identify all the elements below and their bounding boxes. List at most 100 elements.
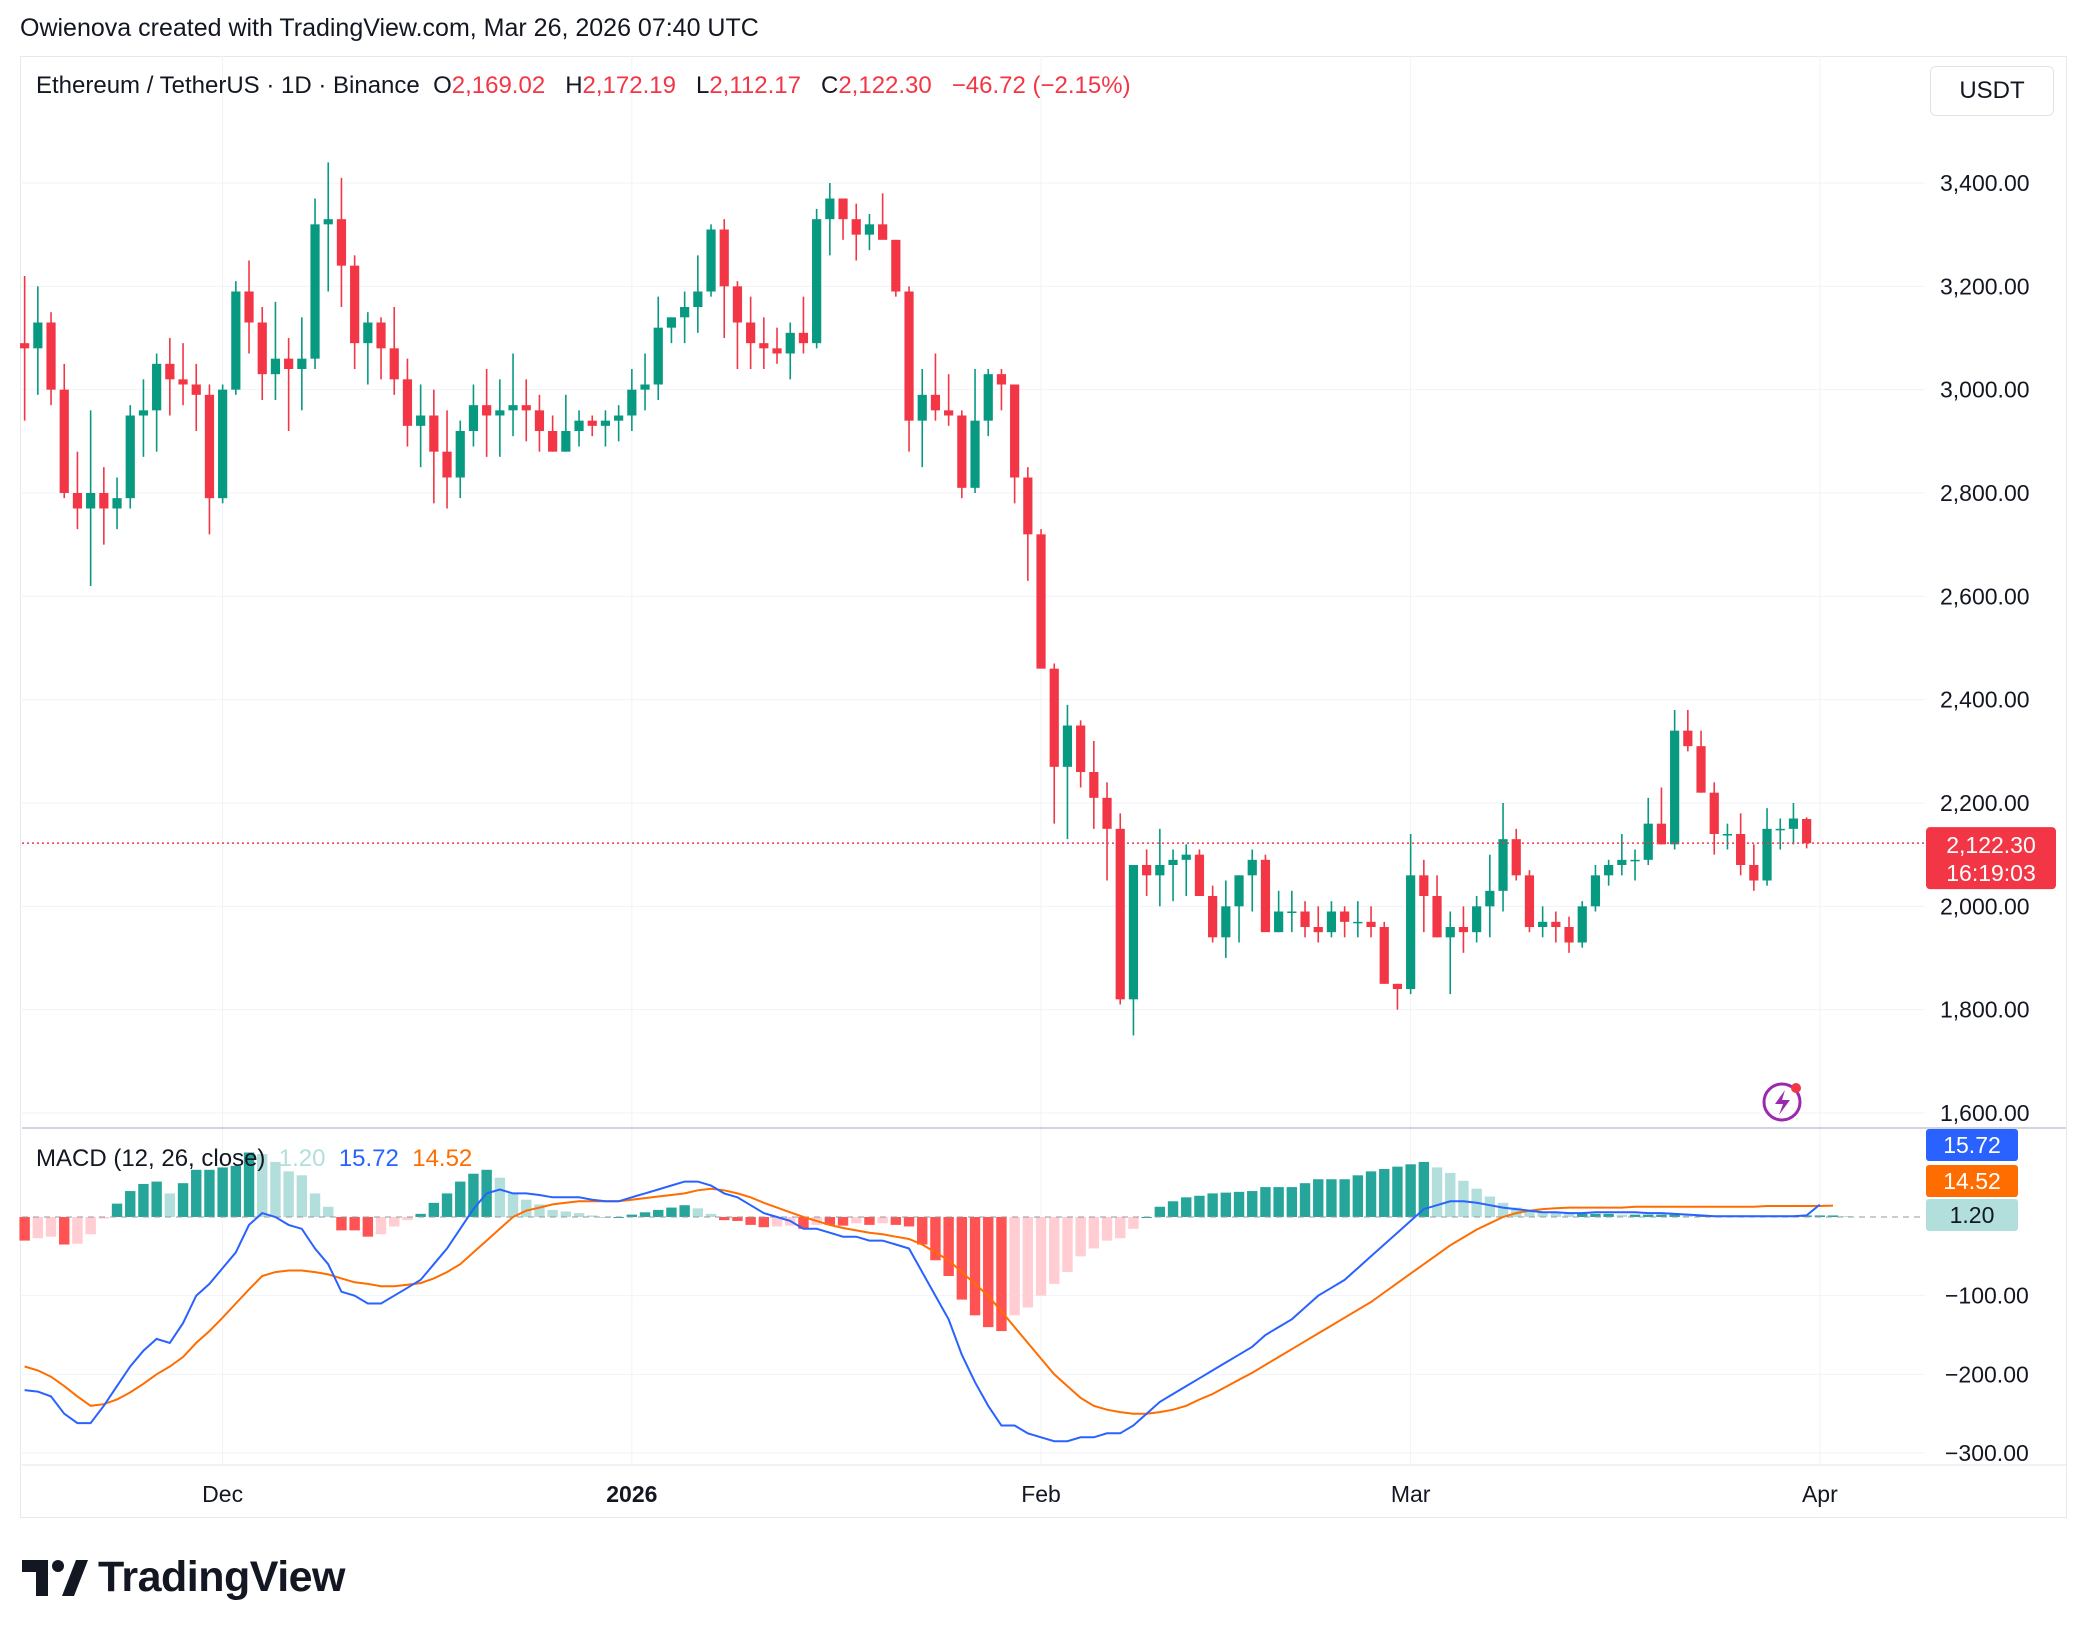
candle-body xyxy=(204,394,215,499)
candle-body xyxy=(1538,921,1548,927)
macd-histogram-bar xyxy=(217,1167,228,1217)
candle-body xyxy=(1168,859,1178,865)
candle-body xyxy=(323,219,333,225)
candle-body xyxy=(138,410,149,416)
candle-body xyxy=(99,493,109,509)
candle-body xyxy=(1445,927,1455,938)
candle-body xyxy=(970,420,980,488)
candle-body xyxy=(1049,668,1059,767)
candle-body xyxy=(218,389,228,499)
macd-histogram-bar xyxy=(983,1217,994,1328)
candle-body xyxy=(297,358,307,369)
candle-body xyxy=(561,431,571,452)
candle-body xyxy=(1128,865,1139,1000)
macd-histogram-bar xyxy=(1682,1215,1694,1217)
candle-body xyxy=(627,389,637,416)
macd-histogram-bar xyxy=(877,1217,888,1224)
macd-histogram-bar xyxy=(890,1217,902,1225)
candle-body xyxy=(1194,854,1205,896)
macd-histogram-bar xyxy=(1418,1161,1430,1217)
time-tick-label: Feb xyxy=(1021,1481,1061,1507)
candle-body xyxy=(257,322,267,375)
macd-histogram-bar xyxy=(85,1217,96,1235)
macd-histogram-bar xyxy=(494,1177,506,1217)
candle-body xyxy=(1076,725,1086,772)
candle-body xyxy=(521,405,531,411)
change-value: −46.72 (−2.15%) xyxy=(951,72,1131,99)
candle-body xyxy=(310,224,320,359)
macd-histogram-bar xyxy=(1590,1213,1601,1217)
price-legend: Ethereum / TetherUS · 1D · Binance O2,16… xyxy=(36,72,1131,100)
macd-histogram-bar xyxy=(507,1193,519,1217)
macd-histogram-bar xyxy=(1524,1211,1535,1217)
tradingview-logo[interactable]: TradingView xyxy=(22,1553,346,1602)
macd-histogram-bar xyxy=(1669,1214,1680,1217)
macd-histogram-bar xyxy=(1247,1191,1258,1217)
macd-histogram-bar xyxy=(1352,1175,1364,1217)
macd-histogram-bar xyxy=(45,1217,57,1237)
macd-histogram-bar xyxy=(1603,1213,1614,1217)
macd-histogram-bar xyxy=(1392,1166,1403,1217)
macd-badge-text: 15.72 xyxy=(1943,1132,2001,1158)
price-tick-label: 2,600.00 xyxy=(1940,583,2030,609)
price-tick-label: 2,400.00 xyxy=(1940,687,2030,713)
candle-body xyxy=(1722,834,1733,836)
candle-body xyxy=(1406,875,1416,989)
candle-body xyxy=(1287,911,1297,913)
macd-histogram-bar xyxy=(1326,1179,1337,1217)
price-axis: 3,400.00 3,200.00 3,000.00 2,800.00 2,600.00… xyxy=(1940,170,2030,1126)
high-value: 2,172.19 xyxy=(582,72,676,99)
candle-body xyxy=(1260,859,1271,933)
macd-histogram-bar xyxy=(1537,1212,1548,1217)
macd-histogram-bar xyxy=(1299,1183,1311,1217)
macd-histogram-bar xyxy=(560,1211,572,1217)
alert-icon[interactable] xyxy=(1762,1082,1802,1122)
candle-body xyxy=(350,265,360,344)
last-price-badge-price: 2,122.30 xyxy=(1946,832,2036,858)
candle-body xyxy=(1472,906,1482,933)
candle-body xyxy=(1247,859,1257,876)
candle-body xyxy=(363,322,373,344)
candle-body xyxy=(284,358,294,369)
symbol-title[interactable]: Ethereum / TetherUS · 1D · Binance xyxy=(36,72,420,99)
candle-body xyxy=(1511,839,1521,876)
candle-body xyxy=(455,431,465,478)
candle-body xyxy=(1419,875,1429,896)
candle-body xyxy=(1023,477,1033,535)
macd-tick-label: −200.00 xyxy=(1945,1361,2029,1387)
macd-histogram-bar xyxy=(917,1217,928,1245)
candle-body xyxy=(1670,730,1680,845)
candle-body xyxy=(1221,906,1231,938)
candle-body xyxy=(1036,534,1046,669)
macd-histogram-bar xyxy=(587,1215,598,1217)
macd-histogram-bar xyxy=(1286,1187,1298,1217)
candle-body xyxy=(653,327,663,385)
price-tick-label: 3,200.00 xyxy=(1940,273,2030,299)
macd-histogram-bar xyxy=(191,1169,202,1217)
candle-body xyxy=(125,415,135,499)
price-tick-label: 3,000.00 xyxy=(1940,377,2030,403)
macd-histogram-bar xyxy=(19,1217,30,1241)
histogram-badge-text: 1.20 xyxy=(1950,1202,1995,1228)
candle-body xyxy=(1749,865,1759,881)
candle-body xyxy=(1234,875,1244,907)
close-label: C xyxy=(820,72,839,99)
macd-histogram-bar xyxy=(1365,1171,1377,1217)
candle-body xyxy=(693,291,703,307)
macd-title[interactable]: MACD (12, 26, close) xyxy=(36,1145,266,1172)
macd-histogram-bar xyxy=(864,1217,875,1225)
signal-line xyxy=(24,1187,1834,1415)
currency-button[interactable]: USDT xyxy=(1930,66,2054,116)
candle-body xyxy=(72,493,83,509)
macd-histogram-bar xyxy=(771,1217,783,1227)
macd-histogram-bar xyxy=(283,1171,294,1217)
candle-body xyxy=(666,317,677,328)
macd-histogram-bar xyxy=(164,1193,176,1217)
macd-histogram-bar xyxy=(996,1217,1007,1332)
price-tick-label: 2,800.00 xyxy=(1940,480,2030,506)
candle-body xyxy=(1379,927,1389,984)
macd-histogram-bar xyxy=(428,1202,440,1217)
price-tick-label: 2,000.00 xyxy=(1940,893,2030,919)
